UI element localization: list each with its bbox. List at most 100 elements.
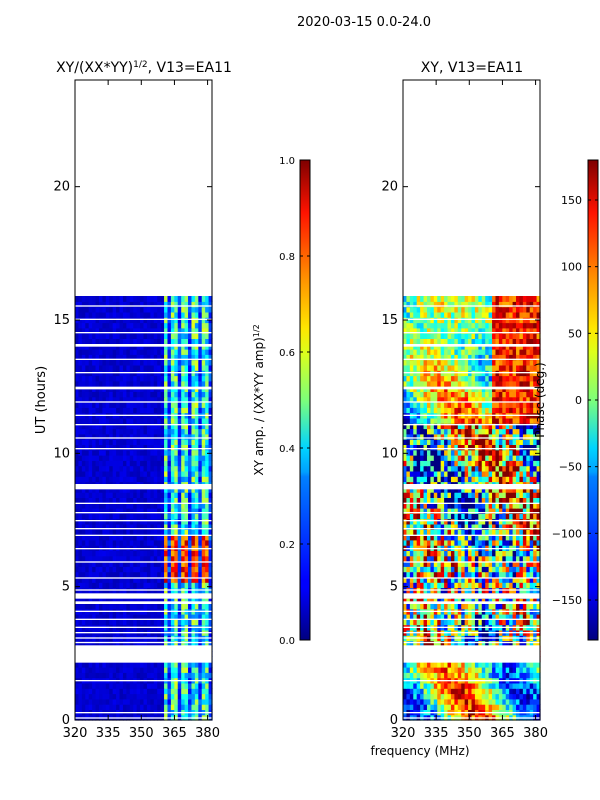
heatmap-cell <box>160 470 165 477</box>
heatmap-cell <box>444 492 449 498</box>
heatmap-cell <box>533 598 538 604</box>
heatmap-cell <box>454 539 459 546</box>
heatmap-cell <box>433 688 438 695</box>
heatmap-cell <box>198 301 203 308</box>
heatmap-cell <box>133 497 138 504</box>
heatmap-cell <box>413 576 418 583</box>
heatmap-cell <box>447 513 452 520</box>
heatmap-cell <box>116 428 121 435</box>
heatmap-cell <box>492 550 497 557</box>
heatmap-cell <box>112 502 117 509</box>
heatmap-cell <box>188 396 193 403</box>
heatmap-cell <box>526 672 531 679</box>
heatmap-cell <box>102 640 107 647</box>
heatmap-cell <box>471 667 476 673</box>
heatmap-cell <box>150 402 155 408</box>
heatmap-cell <box>208 508 213 514</box>
heatmap-cell <box>450 561 455 567</box>
heatmap-cell <box>498 598 503 604</box>
heatmap-cell <box>92 333 97 339</box>
heatmap-cell <box>495 698 500 705</box>
heatmap-cell <box>177 338 182 345</box>
heatmap-cell <box>102 523 107 530</box>
heatmap-cell <box>423 619 428 626</box>
heatmap-cell <box>205 428 210 435</box>
heatmap-cell <box>129 380 134 387</box>
heatmap-cell <box>502 555 507 562</box>
heatmap-cell <box>437 561 442 567</box>
heatmap-cell <box>109 523 114 530</box>
heatmap-cell <box>188 375 193 382</box>
heatmap-cell <box>177 423 182 430</box>
heatmap-cell <box>109 439 114 445</box>
heatmap-cell <box>133 460 138 467</box>
heatmap-cell <box>92 359 97 366</box>
heatmap-cell <box>133 672 138 679</box>
heatmap-cell <box>140 698 145 705</box>
heatmap-cell <box>444 667 449 673</box>
heatmap-cell <box>188 502 193 509</box>
heatmap-cell <box>529 513 534 520</box>
heatmap-cell <box>485 566 490 573</box>
heatmap-cell <box>170 396 175 403</box>
heatmap-cell <box>509 598 514 604</box>
heatmap-cell <box>150 364 155 371</box>
heatmap-cell <box>505 640 510 647</box>
heatmap-cell <box>116 529 121 536</box>
heatmap-cell <box>184 667 189 673</box>
heatmap-cell <box>119 502 124 509</box>
heatmap-cell <box>444 598 449 604</box>
heatmap-cell <box>533 566 538 573</box>
heatmap-cell <box>98 449 103 456</box>
heatmap-cell <box>516 497 521 504</box>
heatmap-cell <box>440 566 445 573</box>
heatmap-cell <box>129 439 134 445</box>
heatmap-cell <box>150 470 155 477</box>
heatmap-cell <box>454 523 459 530</box>
heatmap-cell <box>136 349 141 355</box>
heatmap-cell <box>136 518 141 525</box>
heatmap-cell <box>81 439 86 445</box>
heatmap-cell <box>160 661 165 668</box>
heatmap-cell <box>95 682 100 689</box>
heatmap-cell <box>146 640 151 647</box>
heatmap-cell <box>140 598 145 604</box>
heatmap-cell <box>98 364 103 371</box>
heatmap-cell <box>188 539 193 546</box>
heatmap-cell <box>85 523 90 530</box>
heatmap-cell <box>522 534 527 541</box>
heatmap-cell <box>98 561 103 567</box>
heatmap-cell <box>430 523 435 530</box>
heatmap-cell <box>122 380 127 387</box>
heatmap-cell <box>75 301 80 308</box>
heatmap-cell <box>170 338 175 345</box>
heatmap-cell <box>78 704 83 710</box>
heatmap-cell <box>430 704 435 710</box>
heatmap-cell <box>133 518 138 525</box>
heatmap-cell <box>208 698 213 705</box>
heatmap-cell <box>522 682 527 689</box>
heatmap-cell <box>403 561 408 567</box>
heatmap-cell <box>143 619 148 626</box>
heatmap-cell <box>133 311 138 318</box>
heatmap-cell <box>485 534 490 541</box>
heatmap-cell <box>420 566 425 573</box>
heatmap-cell <box>433 502 438 509</box>
heatmap-cell <box>164 693 169 700</box>
heatmap-cell <box>450 555 455 562</box>
heatmap-cell <box>78 529 83 536</box>
heatmap-cell <box>208 688 213 695</box>
heatmap-cell <box>194 704 199 710</box>
heatmap-cell <box>461 534 466 541</box>
heatmap-cell <box>433 667 438 673</box>
heatmap-cell <box>92 391 97 398</box>
heatmap-cell <box>105 364 110 371</box>
heatmap-cell <box>440 539 445 546</box>
heatmap-cell <box>116 497 121 504</box>
heatmap-cell <box>454 518 459 525</box>
heatmap-cell <box>102 688 107 695</box>
heatmap-cell <box>430 667 435 673</box>
heatmap-cell <box>205 439 210 445</box>
heatmap-cell <box>160 566 165 573</box>
heatmap-cell <box>140 301 145 308</box>
